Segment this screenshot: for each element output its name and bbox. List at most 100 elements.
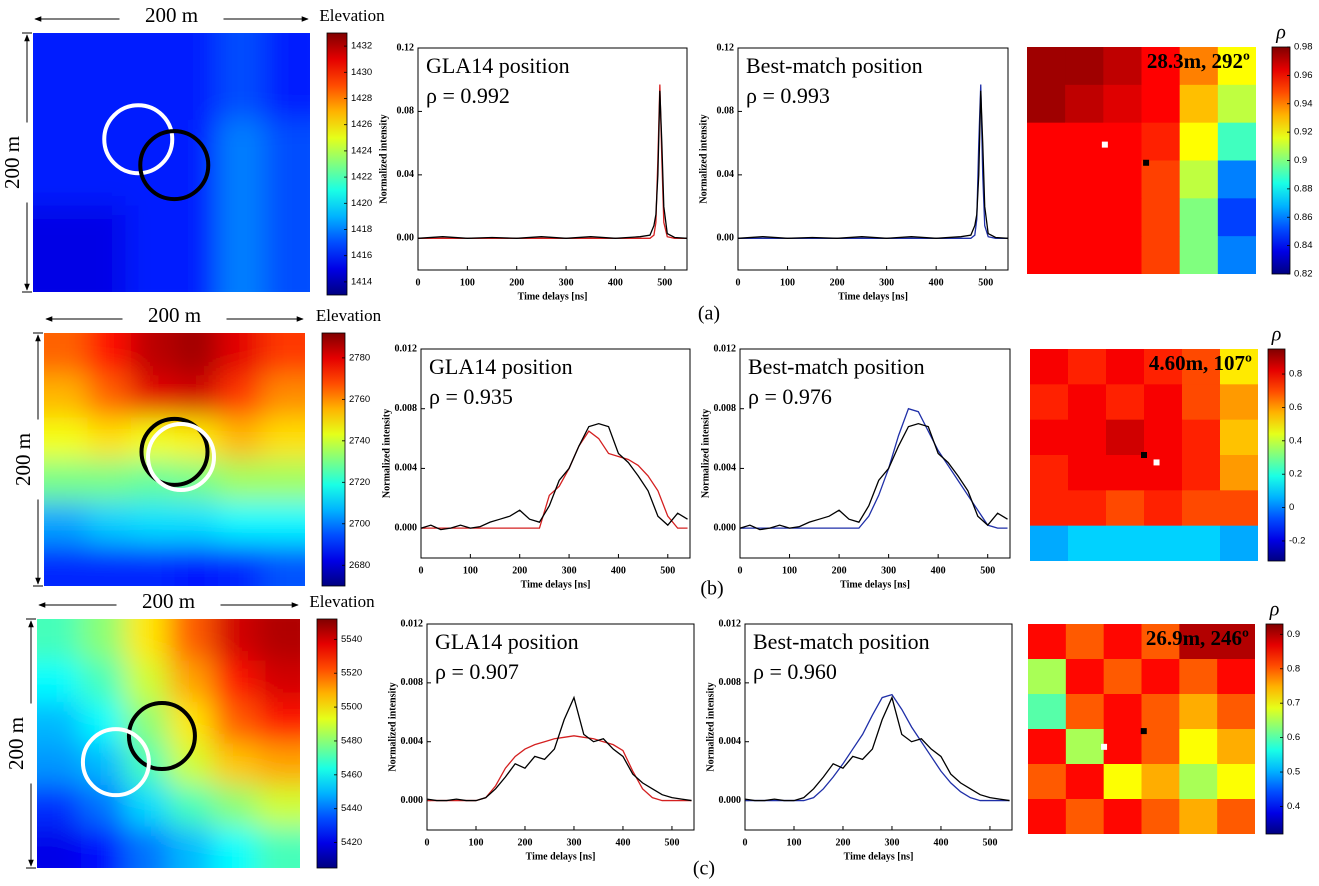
heatmap-cell <box>1179 729 1218 765</box>
heatmap-cell <box>1144 384 1183 421</box>
y-tick-label: 0.12 <box>397 42 415 53</box>
plot-frame <box>739 348 1011 559</box>
heatmap-cell <box>1217 236 1256 274</box>
colorbar-tick-label: 1418 <box>351 224 372 235</box>
x-tick-label: 500 <box>664 837 679 848</box>
x-tick-label: 500 <box>660 565 675 576</box>
x-tick-label: 500 <box>980 565 995 576</box>
colorbar-tick-label: 5440 <box>341 803 362 814</box>
colorbar-tick-label: 0.6 <box>1289 402 1302 413</box>
y-tick-label: 0.004 <box>395 463 418 474</box>
dimension-label: 200 m <box>148 303 201 327</box>
heatmap-cell <box>1030 525 1069 561</box>
heatmap-cell <box>125 248 172 292</box>
plot-frame <box>744 623 1013 831</box>
heatmap-cell <box>1027 160 1066 199</box>
x-tick-label: 300 <box>879 277 894 288</box>
colorbar-tick-label: 2760 <box>349 394 370 405</box>
heatmap-cell <box>212 660 257 703</box>
heatmap-cell <box>131 501 175 545</box>
heatmap-cell <box>168 785 213 827</box>
heatmap-cell <box>256 743 300 786</box>
heatmap-cell <box>87 501 132 545</box>
y-axis-label: Normalized intensity <box>705 682 716 771</box>
heatmap-cell <box>1065 160 1104 199</box>
heatmap-cell <box>263 119 310 163</box>
heatmap-cell <box>124 826 169 868</box>
heatmap-cells <box>33 33 310 292</box>
heatmap-cell <box>168 619 213 661</box>
x-tick-label: 100 <box>460 277 475 288</box>
heatmap <box>1027 47 1256 274</box>
heatmap-cell <box>261 501 305 545</box>
colorbar-tick-label: 1432 <box>351 41 372 52</box>
colorbar-tick-label: 1416 <box>351 250 372 261</box>
heatmap-cell <box>1103 160 1142 199</box>
heatmap-cell <box>218 543 262 586</box>
heatmap-cell <box>1103 198 1142 237</box>
heatmap-cell <box>171 205 219 250</box>
map-annotation: 26.9m, 246º <box>1146 626 1249 650</box>
colorbar <box>1267 348 1286 562</box>
heatmap-cells <box>44 333 305 586</box>
heatmap-cell <box>1106 384 1145 421</box>
panel-label: (b) <box>700 578 723 600</box>
heatmap-cell <box>1144 419 1183 456</box>
heatmap-cell <box>80 619 126 661</box>
position-marker <box>1101 141 1108 148</box>
heatmap-cell <box>1179 198 1219 237</box>
heatmap-cell <box>217 119 265 163</box>
plot-area <box>745 693 1010 802</box>
heatmap-cell <box>1217 729 1255 765</box>
plot-title: GLA14 position <box>429 354 573 379</box>
heatmap-cell <box>256 660 300 703</box>
heatmap-cell <box>1220 490 1258 527</box>
x-axis-label: Time delays [ns] <box>840 579 910 590</box>
x-tick-label: 300 <box>566 837 581 848</box>
y-axis-label: Normalized intensity <box>698 114 709 203</box>
heatmap-cell <box>1065 799 1105 834</box>
x-tick-label: 400 <box>608 277 623 288</box>
colorbar-tick-label: 0.7 <box>1287 698 1300 709</box>
heatmap <box>33 33 310 292</box>
heatmap-cell <box>212 702 257 744</box>
waveform-line <box>418 84 687 239</box>
y-tick-label: 0.008 <box>401 677 424 688</box>
colorbar-tick-label: 0.2 <box>1289 469 1302 480</box>
plot-title: Best-match position <box>753 629 930 654</box>
x-tick-label: 100 <box>782 565 797 576</box>
x-tick-label: 0 <box>416 277 421 288</box>
heatmap-cell <box>125 76 172 120</box>
map-annotation: 28.3m, 292º <box>1147 49 1250 73</box>
heatmap-cell <box>44 501 88 545</box>
colorbar-label: ρ <box>1271 324 1282 346</box>
colorbar-label: Elevation <box>319 6 385 25</box>
y-tick-label: 0.008 <box>395 403 418 414</box>
plot-subtitle: ρ = 0.976 <box>748 384 832 409</box>
plot-area <box>738 84 1008 239</box>
colorbar-tick-label: -0.2 <box>1289 535 1305 546</box>
heatmap-cell <box>1220 384 1258 421</box>
heatmap-cell <box>79 162 126 207</box>
heatmap-cell <box>1217 799 1255 834</box>
x-tick-label: 200 <box>830 277 845 288</box>
heatmap-cell <box>1103 47 1142 86</box>
colorbar-tick-label: 5420 <box>341 837 362 848</box>
y-axis-label: Normalized intensity <box>387 682 398 771</box>
heatmap-cell <box>1065 659 1105 695</box>
heatmap-cell <box>1106 455 1145 491</box>
x-tick-label: 100 <box>780 277 795 288</box>
y-tick-label: 0.08 <box>397 106 415 117</box>
heatmap-cell <box>1220 419 1258 456</box>
heatmap-cell <box>218 417 262 460</box>
colorbar-tick-label: 2680 <box>349 560 370 571</box>
x-axis-label: Time delays [ns] <box>838 291 908 302</box>
heatmap-cell <box>1182 455 1221 491</box>
x-tick-label: 400 <box>611 565 626 576</box>
heatmap-cell <box>1030 349 1069 385</box>
waveform-line <box>421 430 688 529</box>
colorbar-tick-label: 0.9 <box>1294 155 1307 166</box>
heatmap-cell <box>168 660 213 703</box>
colorbar <box>316 618 338 869</box>
plot-subtitle: ρ = 0.960 <box>753 659 837 684</box>
